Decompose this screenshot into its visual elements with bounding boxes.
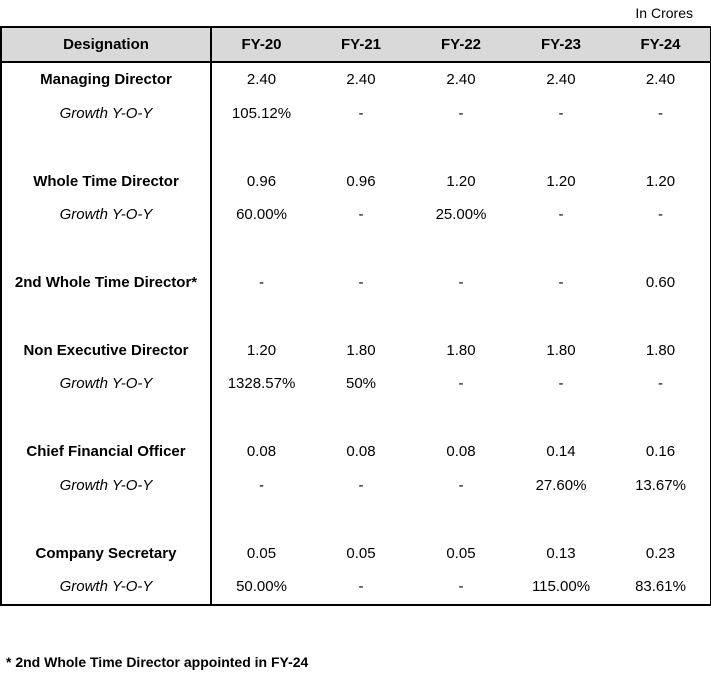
cell-value: 27.60%: [535, 476, 587, 494]
cell-value: 0.96: [246, 172, 277, 190]
cell-value: -: [358, 105, 364, 123]
header-designation: Designation: [0, 26, 212, 63]
cell-value: -: [259, 476, 264, 494]
cell-value: 105.12%: [231, 105, 292, 123]
header-row: Designation FY-20 FY-21 FY-22 FY-23 FY-2…: [0, 26, 711, 63]
cell-value: 0.16: [611, 434, 711, 469]
cell-value: 0.13: [546, 544, 576, 562]
cell-value: 60.00%: [236, 206, 287, 224]
cell-value: 0.96: [346, 172, 376, 190]
table-row: Managing Director 2.40 2.40 2.40 2.40 2.…: [0, 62, 711, 97]
cell-value: -: [358, 476, 364, 494]
cell-value: -: [611, 367, 711, 401]
cell-value: 25.00%: [435, 206, 487, 224]
cell-value: 115.00%: [511, 569, 611, 606]
cell-value: -: [259, 274, 264, 292]
cell-value: 13.67%: [611, 468, 711, 503]
cell-value: 1328.57%: [227, 375, 296, 393]
row-label: Growth Y-O-Y: [0, 569, 212, 606]
table-row: Whole Time Director 0.96 0.96 1.20 1.20 …: [0, 164, 711, 199]
cell-value: 1.80: [446, 341, 476, 359]
cell-value: 83.61%: [611, 569, 711, 606]
header-fy24: FY-24: [611, 26, 711, 63]
cell-value: 0.14: [546, 443, 576, 461]
cell-value: 0.60: [611, 265, 711, 300]
cell-value: 0.05: [346, 544, 376, 562]
row-label: Chief Financial Officer: [0, 434, 212, 469]
spacer-row: [0, 299, 711, 334]
cell-value: 1.20: [611, 164, 711, 199]
header-fy22: FY-22: [411, 26, 511, 63]
table-row: Growth Y-O-Y - - - 27.60% 13.67%: [0, 468, 711, 503]
cell-value: 1.80: [346, 341, 376, 359]
header-fy23: FY-23: [511, 26, 611, 63]
cell-value: -: [311, 569, 411, 606]
cell-value: -: [458, 105, 464, 123]
cell-value: 1.20: [546, 172, 576, 190]
row-label: Growth Y-O-Y: [0, 468, 212, 503]
table-row: Growth Y-O-Y 105.12% - - - -: [0, 96, 711, 131]
cell-value: 0.08: [246, 443, 277, 461]
cell-value: -: [558, 206, 564, 224]
row-label: Growth Y-O-Y: [0, 96, 212, 131]
header-fy21: FY-21: [311, 26, 411, 63]
table-row: Company Secretary 0.05 0.05 0.05 0.13 0.…: [0, 536, 711, 570]
table-row: Non Executive Director 1.20 1.80 1.80 1.…: [0, 333, 711, 368]
row-label: 2nd Whole Time Director*: [0, 265, 212, 300]
cell-value: 0.23: [611, 536, 711, 570]
spacer-row: [0, 400, 711, 435]
cell-value: 0.05: [246, 544, 277, 562]
cell-value: 0.08: [346, 443, 376, 461]
cell-value: -: [611, 96, 711, 131]
cell-value: -: [458, 375, 464, 393]
cell-value: 50.00%: [211, 569, 311, 606]
cell-value: 0.08: [446, 443, 476, 461]
spacer-row: [0, 231, 711, 266]
cell-value: -: [458, 476, 464, 494]
cell-value: 50%: [345, 375, 377, 393]
row-label: Growth Y-O-Y: [0, 198, 212, 232]
table-row: Growth Y-O-Y 50.00% - - 115.00% 83.61%: [0, 569, 711, 606]
cell-value: -: [558, 375, 564, 393]
cell-value: -: [411, 569, 511, 606]
cell-value: 2.40: [546, 71, 576, 89]
unit-note: In Crores: [635, 5, 693, 21]
row-label: Non Executive Director: [0, 333, 212, 368]
cell-value: -: [358, 274, 364, 292]
cell-value: 2.40: [446, 71, 476, 89]
cell-value: -: [558, 274, 564, 292]
footnote: * 2nd Whole Time Director appointed in F…: [6, 654, 309, 670]
cell-value: 2.40: [346, 71, 376, 89]
cell-value: -: [611, 198, 711, 232]
row-label: Growth Y-O-Y: [0, 367, 212, 401]
row-label: Whole Time Director: [0, 164, 212, 199]
cell-value: 0.05: [446, 544, 476, 562]
cell-value: 2.40: [611, 62, 711, 97]
remuneration-table: Designation FY-20 FY-21 FY-22 FY-23 FY-2…: [0, 26, 711, 606]
row-label: Managing Director: [0, 62, 212, 97]
row-label: Company Secretary: [0, 536, 212, 570]
cell-value: -: [458, 274, 464, 292]
cell-value: 1.80: [611, 333, 711, 368]
cell-value: 1.20: [246, 341, 277, 359]
cell-value: 1.20: [446, 172, 476, 190]
cell-value: 1.80: [546, 341, 576, 359]
cell-value: -: [358, 206, 364, 224]
cell-value: -: [558, 105, 564, 123]
spacer-row: [0, 130, 711, 165]
table-row: Growth Y-O-Y 60.00% - 25.00% - -: [0, 198, 711, 232]
cell-value: 2.40: [246, 71, 277, 89]
table-row: Chief Financial Officer 0.08 0.08 0.08 0…: [0, 434, 711, 469]
table-row: 2nd Whole Time Director* - - - - 0.60: [0, 265, 711, 300]
header-fy20: FY-20: [211, 26, 311, 63]
table-row: Growth Y-O-Y 1328.57% 50% - - -: [0, 367, 711, 401]
spacer-row: [0, 502, 711, 537]
